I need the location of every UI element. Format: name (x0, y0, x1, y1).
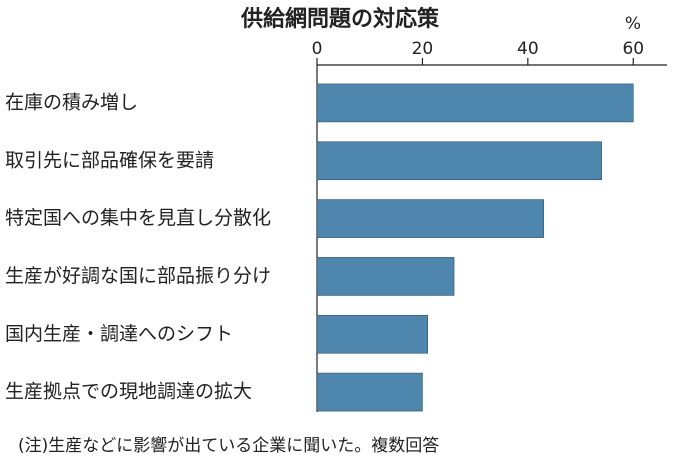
bar (316, 257, 455, 296)
x-tick-label: 20 (412, 39, 434, 59)
bar (316, 141, 602, 181)
category-label: 取引先に部品確保を要請 (5, 149, 214, 171)
category-label: 生産拠点での現地調達の拡大 (5, 381, 252, 403)
bar (316, 199, 544, 238)
bar (316, 83, 634, 123)
x-tick-label: 0 (312, 39, 323, 59)
category-label: 生産が好調な国に部品振り分け (5, 265, 271, 287)
category-label: 国内生産・調達へのシフト (5, 323, 233, 345)
bar (316, 314, 428, 354)
chart-title: 供給網問題の対応策 (240, 6, 440, 32)
unit-label: % (625, 14, 641, 34)
bar (316, 372, 423, 412)
category-label: 在庫の積み増し (5, 91, 138, 113)
category-label: 特定国への集中を見直し分散化 (5, 207, 271, 229)
x-tick-label: 40 (517, 39, 539, 59)
x-tick-label: 60 (622, 39, 644, 59)
note: (注)生産などに影響が出ている企業に聞いた。複数回答 (18, 436, 439, 456)
